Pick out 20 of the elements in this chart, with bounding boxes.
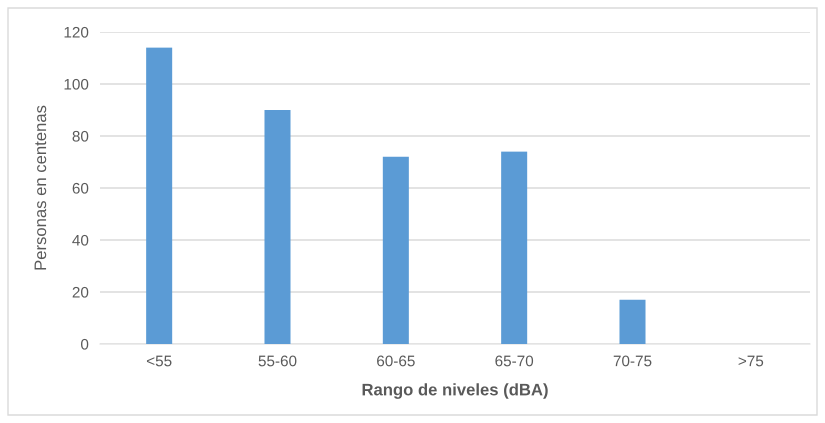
y-tick-label: 0 [80, 338, 88, 350]
y-tick-label: 60 [72, 182, 88, 194]
x-tick-label: 65-70 [495, 356, 534, 366]
y-tick-label: 80 [72, 130, 88, 142]
y-tick-label: 120 [64, 26, 88, 38]
x-tick-label: 60-65 [377, 356, 415, 366]
x-tick-label: 70-75 [614, 356, 652, 366]
y-axis-title: Personas en centenas [34, 106, 46, 270]
x-axis-title: Rango de niveles (dBA) [362, 383, 548, 399]
x-tick-label: >75 [738, 356, 764, 366]
y-tick-label: 100 [64, 78, 88, 90]
bar [264, 110, 291, 344]
x-tick-label: <55 [146, 356, 172, 366]
bar [501, 152, 528, 344]
y-tick-label: 40 [72, 234, 88, 246]
bar [382, 156, 409, 344]
bar [619, 300, 646, 344]
y-tick-label: 20 [72, 286, 88, 298]
x-tick-label: 55-60 [258, 356, 296, 366]
bar [146, 48, 172, 344]
